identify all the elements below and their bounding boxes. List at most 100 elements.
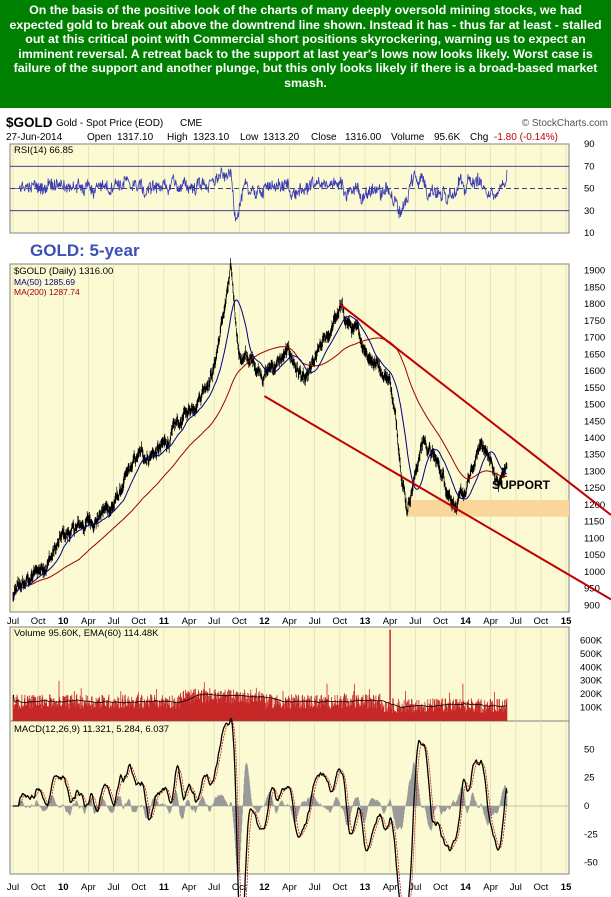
- x-tick-label: 15: [561, 882, 572, 893]
- open-label: Open: [87, 132, 111, 143]
- volume-plot: [12, 629, 508, 721]
- x-tick-label: Jul: [309, 616, 321, 627]
- commentary-banner: On the basis of the positive look of the…: [0, 0, 611, 108]
- x-tick-label: Apr: [81, 882, 96, 893]
- x-tick-label: 13: [360, 616, 371, 627]
- x-tick-label: Apr: [383, 882, 398, 893]
- source-credit: © StockCharts.com: [522, 118, 608, 129]
- x-tick-label: 11: [159, 882, 170, 893]
- macd-tick-label: -50: [584, 858, 598, 869]
- price-tick-label: 1850: [584, 282, 605, 293]
- volume-tick-label: 200K: [580, 689, 603, 700]
- x-tick-label: Apr: [383, 616, 398, 627]
- chart-annotation-title: GOLD: 5-year: [30, 241, 140, 260]
- macd-tick-label: 50: [584, 744, 595, 755]
- x-tick-label: Oct: [232, 882, 247, 893]
- x-tick-label: 10: [58, 616, 69, 627]
- x-tick-label: Apr: [483, 882, 498, 893]
- x-tick-label: Jul: [7, 882, 19, 893]
- ma50-legend: MA(50) 1285.69: [14, 277, 75, 287]
- x-tick-label: Jul: [510, 616, 522, 627]
- x-tick-label: Jul: [409, 616, 421, 627]
- volume-tick-label: 300K: [580, 676, 603, 687]
- rsi-line: [13, 167, 508, 222]
- volume-bars: [12, 680, 508, 721]
- channel-lower-trendline: [263, 395, 611, 601]
- quote-date: 27-Jun-2014: [6, 132, 63, 143]
- support-band: [406, 499, 569, 517]
- x-tick-label: Apr: [282, 882, 297, 893]
- volume-value: 95.6K: [434, 132, 460, 143]
- rsi-tick-label: 90: [584, 139, 595, 150]
- x-tick-label: Oct: [332, 616, 347, 627]
- price-tick-label: 1000: [584, 567, 605, 578]
- x-tick-label: Apr: [483, 616, 498, 627]
- price-tick-label: 1900: [584, 266, 605, 277]
- x-tick-label: Oct: [534, 882, 549, 893]
- x-tick-label: 12: [259, 882, 270, 893]
- high-value: 1323.10: [193, 132, 230, 143]
- downtrend-trendline: [339, 303, 611, 516]
- price-tick-label: 1200: [584, 500, 605, 511]
- rsi-legend: RSI(14) 66.85: [14, 145, 73, 156]
- rsi-plot: [10, 165, 569, 222]
- price-tick-label: 1750: [584, 316, 605, 327]
- x-tick-label: Apr: [81, 616, 96, 627]
- volume-tick-label: 100K: [580, 703, 603, 714]
- x-tick-label: Apr: [182, 882, 197, 893]
- support-label: SUPPORT: [492, 478, 551, 492]
- x-tick-label: Oct: [131, 616, 146, 627]
- rsi-tick-label: 30: [584, 206, 595, 217]
- x-tick-label: Oct: [332, 882, 347, 893]
- x-tick-label: Jul: [107, 882, 119, 893]
- x-tick-label: Jul: [510, 882, 522, 893]
- x-tick-label: Jul: [409, 882, 421, 893]
- macd-tick-label: -25: [584, 829, 598, 840]
- rsi-tick-label: 50: [584, 184, 595, 195]
- exchange: CME: [180, 118, 203, 129]
- x-tick-label: Oct: [131, 882, 146, 893]
- price-tick-label: 1450: [584, 416, 605, 427]
- price-tick-label: 1050: [584, 550, 605, 561]
- x-tick-label: Oct: [534, 616, 549, 627]
- x-tick-label: Apr: [282, 616, 297, 627]
- x-tick-label: 13: [360, 882, 371, 893]
- x-tick-label: 14: [460, 616, 471, 627]
- x-tick-label: Jul: [107, 616, 119, 627]
- price-tick-label: 1600: [584, 366, 605, 377]
- x-tick-label: Apr: [182, 616, 197, 627]
- price-tick-label: 1350: [584, 450, 605, 461]
- macd-plot: [10, 717, 569, 897]
- macd-legend: MACD(12,26,9) 11.321, 5.284, 6.037: [14, 724, 169, 735]
- volume-tick-label: 500K: [580, 649, 603, 660]
- axis-labels: 9009501000105011001150120012501300135014…: [7, 139, 605, 893]
- close-value: 1316.00: [345, 132, 382, 143]
- macd-tick-label: 25: [584, 773, 595, 784]
- open-value: 1317.10: [117, 132, 154, 143]
- volume-label: Volume: [391, 132, 425, 143]
- x-tick-label: Jul: [208, 882, 220, 893]
- close-label: Close: [311, 132, 337, 143]
- x-tick-label: Oct: [31, 616, 46, 627]
- x-tick-label: Jul: [208, 616, 220, 627]
- chg-value: -1.80 (-0.14%): [494, 132, 558, 143]
- price-tick-label: 1700: [584, 333, 605, 344]
- rsi-tick-label: 10: [584, 228, 595, 239]
- volume-tick-label: 600K: [580, 635, 603, 646]
- price-tick-label: 1400: [584, 433, 605, 444]
- x-tick-label: Oct: [433, 616, 448, 627]
- x-tick-label: Oct: [232, 616, 247, 627]
- x-tick-label: Jul: [7, 616, 19, 627]
- gold-chart: $GOLD Gold - Spot Price (EOD) CME © Stoc…: [6, 115, 611, 897]
- ma200-legend: MA(200) 1287.74: [14, 287, 80, 297]
- low-label: Low: [240, 132, 259, 143]
- x-tick-label: 12: [259, 616, 270, 627]
- price-tick-label: 900: [584, 600, 600, 611]
- description: Gold - Spot Price (EOD): [56, 118, 163, 129]
- x-tick-label: Jul: [309, 882, 321, 893]
- price-tick-label: 1150: [584, 517, 604, 528]
- macd-histogram: [18, 762, 508, 878]
- volume-tick-label: 400K: [580, 662, 603, 673]
- price-tick-label: 1500: [584, 400, 605, 411]
- price-tick-label: 1550: [584, 383, 605, 394]
